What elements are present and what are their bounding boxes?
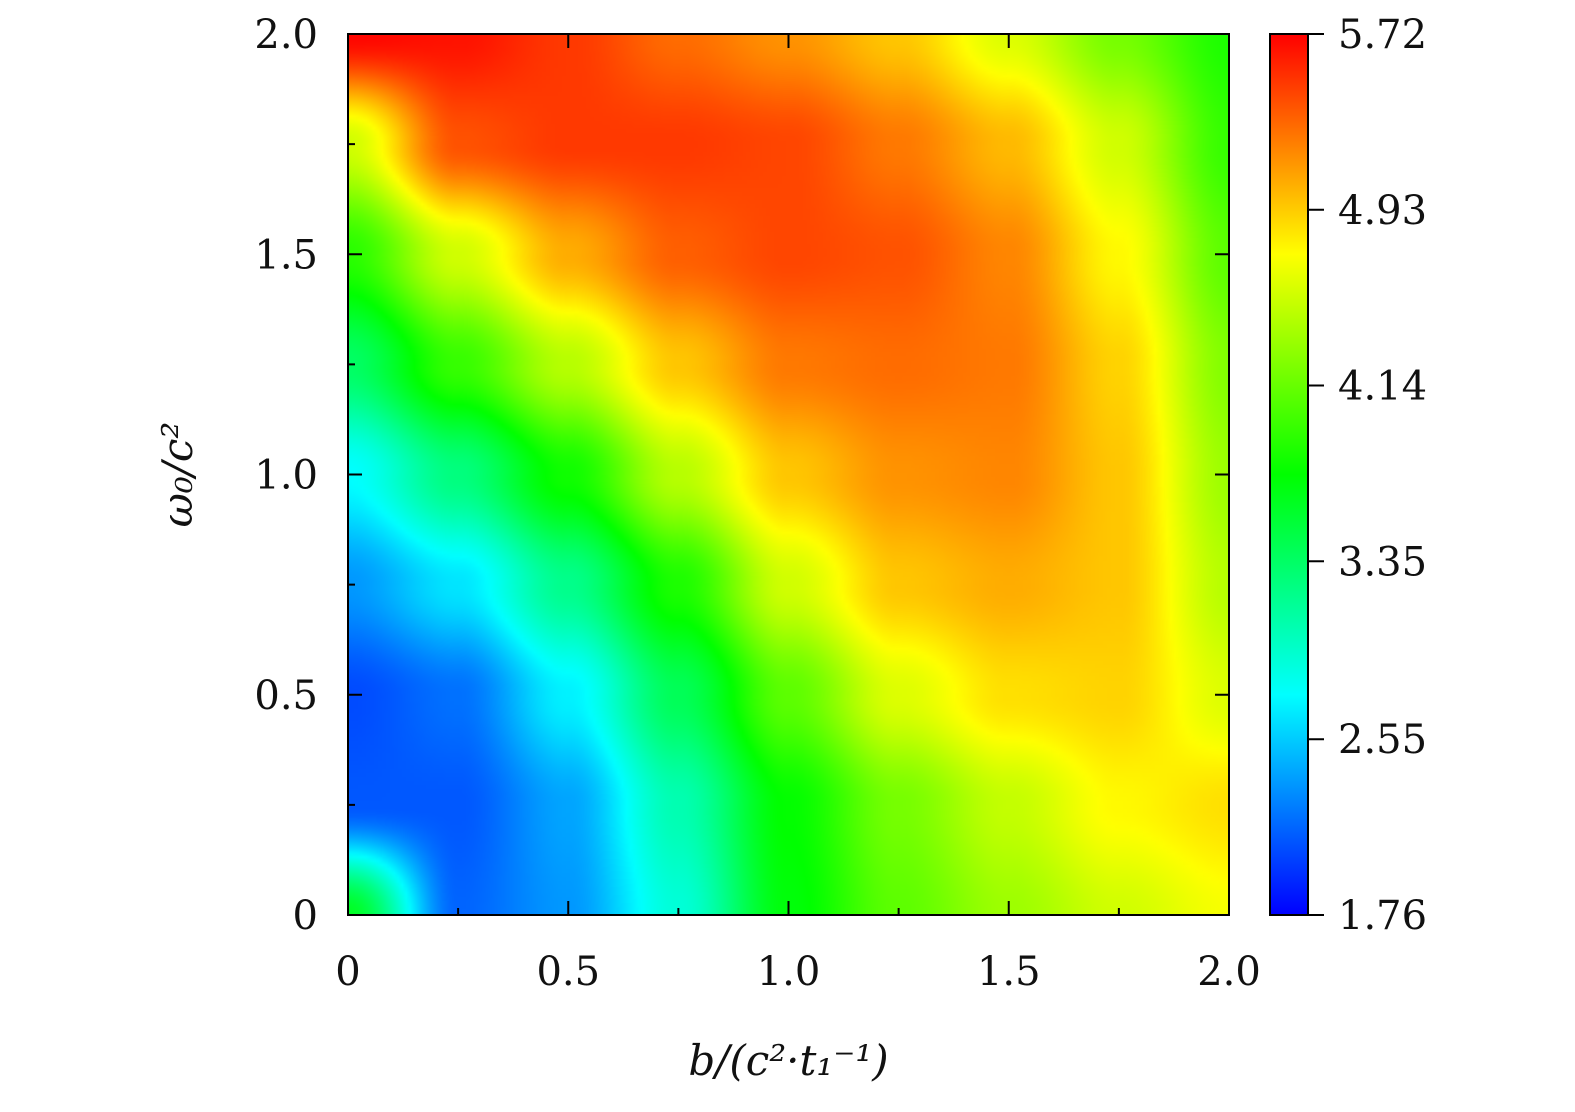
x-axis-title: b/(c²·t₁⁻¹) [688, 1036, 888, 1085]
y-axis: 0 0.5 1.0 1.5 2.0 [254, 12, 1229, 939]
colorbar-tick-label: 1.76 [1338, 893, 1427, 939]
y-tick-label: 0.5 [254, 673, 318, 719]
colorbar-tick-label: 5.72 [1338, 12, 1427, 58]
x-tick-label: 1.5 [977, 949, 1041, 995]
heatmap-raster [348, 34, 1229, 915]
y-tick-label: 0 [293, 893, 318, 939]
colorbar-axis: 1.76 2.55 3.35 4.14 4.93 5.72 [1308, 12, 1427, 939]
colorbar-tick-label: 4.14 [1338, 364, 1427, 410]
x-tick-label: 0.5 [536, 949, 600, 995]
y-tick-label: 1.0 [254, 453, 318, 499]
x-tick-label: 2.0 [1197, 949, 1261, 995]
y-tick-label: 2.0 [254, 12, 318, 58]
colorbar-tick-label: 2.55 [1338, 717, 1427, 763]
colorbar-tick-label: 3.35 [1338, 539, 1427, 585]
colorbar-tick-label: 4.93 [1338, 188, 1427, 234]
heatmap-image [348, 34, 1229, 915]
y-tick-label: 1.5 [254, 232, 318, 278]
y-axis-title: ω₀/c² [153, 422, 202, 528]
x-tick-label: 1.0 [757, 949, 821, 995]
x-tick-label: 0 [335, 949, 360, 995]
colorbar [1269, 33, 1309, 916]
x-axis: 0 0.5 1.0 1.5 2.0 [335, 34, 1261, 995]
